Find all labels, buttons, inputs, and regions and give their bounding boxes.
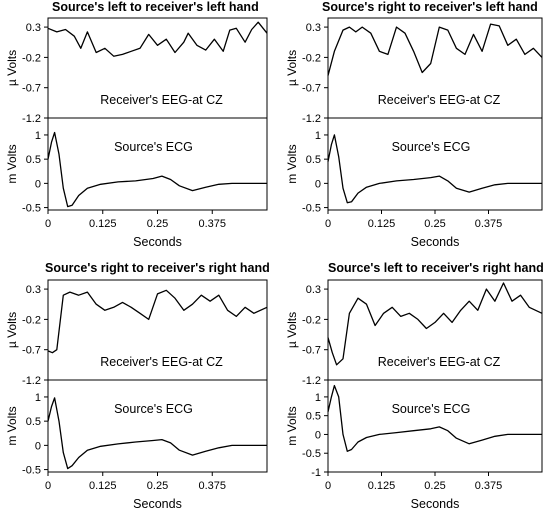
panel-4-xtick-label-0: 0: [325, 480, 331, 492]
panel-1-ecg-ytick-label-0: 1: [35, 130, 41, 142]
panel-2-ecg-label: Source's ECG: [392, 140, 471, 154]
panel-4-xtick-label-1: 0.125: [368, 480, 396, 492]
panel-4-ecg-ytick-label-2: 0: [315, 429, 321, 441]
panel-3-eeg-label: Receiver's EEG-at CZ: [100, 355, 223, 369]
panel-2-xtick-label-1: 0.125: [368, 218, 396, 230]
panel-4-ecg-ylabel: m Volts: [285, 406, 299, 445]
panel-2-ecg-ytick-label-2: 0: [315, 178, 321, 190]
panel-3-ecg-ytick-label-3: -0.5: [22, 465, 41, 477]
panel-1-xtick-label-0: 0: [45, 218, 51, 230]
panel-2-eeg-ylabel: µ Volts: [285, 50, 299, 86]
panel-1-eeg-ytick-label-0: 0.3: [26, 22, 41, 34]
panel-1-ecg-trace: [47, 131, 267, 208]
panel-2-eeg-ytick-label-1: -0.2: [302, 52, 321, 64]
panel-title-4: Source's left to receiver's right hand: [328, 261, 544, 275]
panel-2-eeg-ytick-label-3: -1.2: [302, 113, 321, 125]
panel-2-ecg-ylabel: m Volts: [285, 144, 299, 183]
panel-2-ecg-ytick-label-3: -0.5: [302, 203, 321, 215]
panel-3-xlabel: Seconds: [133, 497, 182, 511]
panel-4-eeg-ytick-label-0: 0.3: [306, 284, 321, 296]
panel-2-eeg-ytick-label-0: 0.3: [306, 22, 321, 34]
panel-4-xlabel: Seconds: [411, 497, 460, 511]
panel-3-xtick-label-0: 0: [45, 480, 51, 492]
panel-1-eeg-ytick-label-3: -1.2: [22, 113, 41, 125]
panel-1-eeg-ylabel: µ Volts: [5, 50, 19, 86]
panel-4-eeg-ylabel: µ Volts: [285, 312, 299, 348]
panel-3-eeg-ylabel: µ Volts: [5, 312, 19, 348]
panel-4-ecg-ytick-label-4: -1: [311, 467, 321, 479]
panel-2-ecg-ytick-label-0: 1: [315, 130, 321, 142]
panel-4-ecg-trace: [327, 384, 542, 452]
panel-2-eeg-ytick-label-2: -0.7: [302, 83, 321, 95]
panel-3-ecg-frame: [47, 379, 268, 473]
panel-1-xtick-label-1: 0.125: [89, 218, 117, 230]
panel-4-ecg-frame: [327, 379, 543, 473]
panel-1-ecg-ytick-label-1: 0.5: [26, 154, 41, 166]
panel-1-ecg-frame: [47, 117, 268, 211]
panel-1-ecg-ylabel: m Volts: [5, 144, 19, 183]
panel-3-ecg-trace: [47, 397, 267, 470]
panel-4-ecg-ytick-label-1: 0.5: [306, 411, 321, 423]
panel-1-ecg-ytick-label-2: 0: [35, 178, 41, 190]
panel-3-eeg-ytick-label-0: 0.3: [26, 284, 41, 296]
panel-1-eeg-ytick-label-2: -0.7: [22, 83, 41, 95]
panel-3-eeg-trace: [47, 289, 268, 354]
panel-2-xtick-label-0: 0: [325, 218, 331, 230]
panel-1-xlabel: Seconds: [133, 235, 182, 249]
panel-3-xtick-label-3: 0.375: [198, 480, 226, 492]
panel-3-eeg-ytick-label-2: -0.7: [22, 345, 41, 357]
panel-4-ecg-label: Source's ECG: [392, 402, 471, 416]
panel-title-3: Source's right to receiver's right hand: [45, 261, 270, 275]
panel-2-ecg-frame: [327, 117, 543, 211]
panel-3-ecg-ytick-label-2: 0: [35, 440, 41, 452]
panel-1-xtick-label-3: 0.375: [198, 218, 226, 230]
panel-4-eeg-label: Receiver's EEG-at CZ: [378, 355, 501, 369]
panel-2-eeg-label: Receiver's EEG-at CZ: [378, 93, 501, 107]
panel-2-xtick-label-2: 0.25: [424, 218, 445, 230]
panel-1-xtick-label-2: 0.25: [147, 218, 168, 230]
panel-3-eeg-ytick-label-1: -0.2: [22, 314, 41, 326]
panel-2-eeg-trace: [327, 23, 543, 76]
panel-3-xtick-label-1: 0.125: [89, 480, 117, 492]
panel-3-ecg-label: Source's ECG: [114, 402, 193, 416]
panel-4-xtick-label-2: 0.25: [424, 480, 445, 492]
panel-4-eeg-ytick-label-2: -0.7: [302, 345, 321, 357]
panel-4-eeg-ytick-label-3: -1.2: [302, 375, 321, 387]
panel-4-ecg-ytick-label-3: -0.5: [302, 448, 321, 460]
panel-1-ecg-ytick-label-3: -0.5: [22, 203, 41, 215]
panel-3-eeg-ytick-label-3: -1.2: [22, 375, 41, 387]
panel-2-ecg-trace: [327, 134, 542, 204]
panel-4-eeg-trace: [327, 282, 543, 366]
panel-2-ecg-ytick-label-1: 0.5: [306, 154, 321, 166]
panel-title-1: Source's left to receiver's left hand: [52, 0, 259, 14]
panel-3-xtick-label-2: 0.25: [147, 480, 168, 492]
panel-3-ecg-ytick-label-0: 1: [35, 392, 41, 404]
panel-2-xlabel: Seconds: [411, 235, 460, 249]
panel-4-ecg-ytick-label-0: 1: [315, 392, 321, 404]
panel-title-2: Source's right to receiver's left hand: [322, 0, 538, 14]
panel-2-xtick-label-3: 0.375: [475, 218, 503, 230]
panel-1-eeg-ytick-label-1: -0.2: [22, 52, 41, 64]
panel-4-eeg-ytick-label-1: -0.2: [302, 314, 321, 326]
panel-1-ecg-label: Source's ECG: [114, 140, 193, 154]
panel-1-eeg-trace: [47, 21, 268, 57]
panel-1-eeg-label: Receiver's EEG-at CZ: [100, 93, 223, 107]
panel-3-ecg-ylabel: m Volts: [5, 406, 19, 445]
panel-4-xtick-label-3: 0.375: [475, 480, 503, 492]
panel-3-ecg-ytick-label-1: 0.5: [26, 416, 41, 428]
